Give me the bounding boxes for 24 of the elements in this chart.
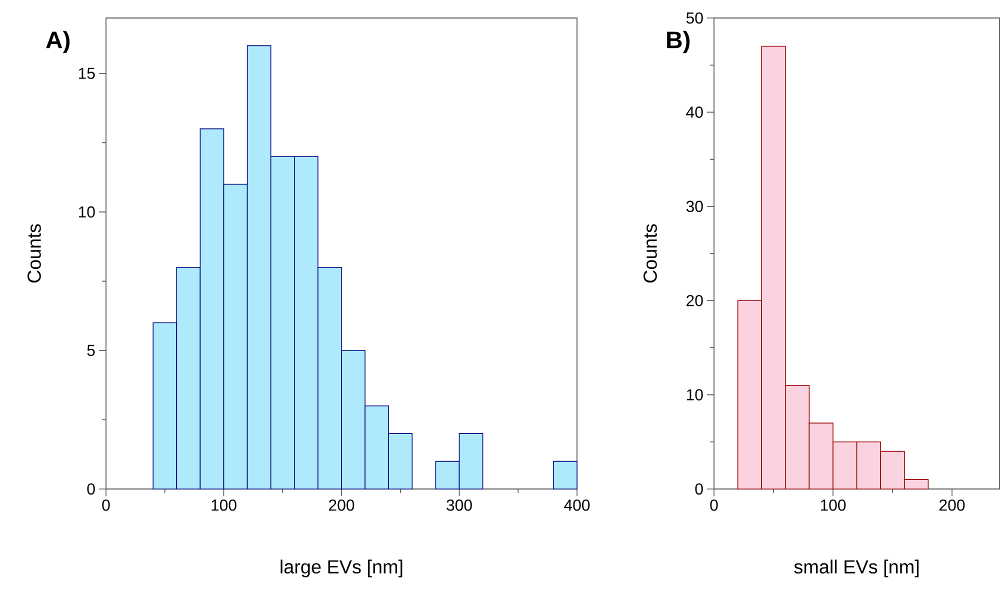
y-tick-label: 30 [686,200,703,212]
y-axis-title: Counts [644,224,657,283]
y-tick-label: 0 [87,483,95,495]
text: B) [667,30,690,54]
y-tick-label: 15 [78,68,95,79]
x-tick-label: 300 [446,500,472,511]
y-axis-title: Counts [28,224,41,283]
x-tick-label: 200 [329,500,354,511]
x-axis-title: large EVs [nm] [280,560,402,578]
text: A) [46,30,70,54]
y-tick-label: 10 [686,389,703,400]
x-tick-label: 400 [564,500,590,511]
y-tick-label: 5 [87,344,95,356]
y-tick-label: 20 [686,294,703,306]
x-tick-label: 0 [710,500,718,511]
x-axis-title: small EVs [nm] [794,560,919,578]
x-tick-label: 100 [212,500,236,511]
y-tick-label: 10 [78,206,95,218]
y-tick-label: 0 [695,483,703,495]
y-tick-label: 50 [686,12,703,24]
x-tick-label: 100 [820,500,846,511]
x-tick-label: 200 [940,500,965,511]
y-tick-label: 40 [686,106,703,118]
x-tick-label: 0 [102,500,110,511]
